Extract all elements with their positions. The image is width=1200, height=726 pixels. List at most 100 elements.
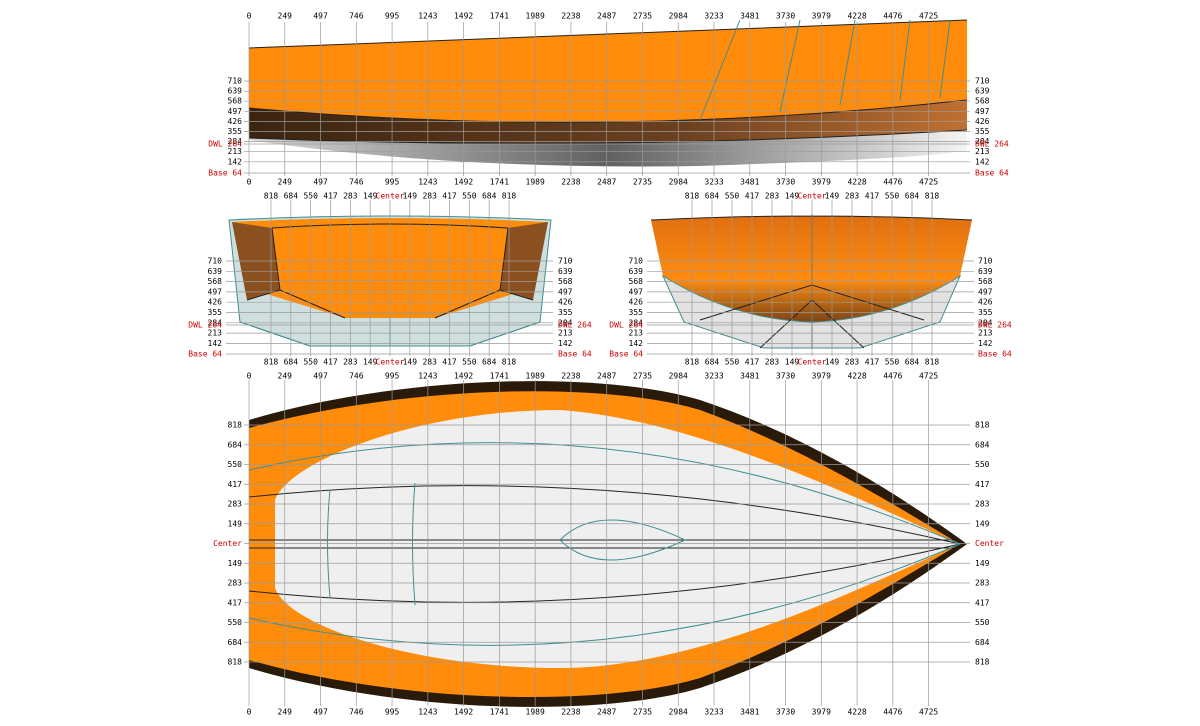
offset-label: 684: [284, 192, 299, 201]
height-label: 213: [228, 147, 243, 156]
offset-label: 283: [228, 500, 243, 509]
station-label: 3979: [812, 12, 831, 21]
station-label: 4476: [883, 708, 902, 717]
offset-label: 550: [885, 358, 900, 367]
offset-label: 684: [228, 440, 243, 449]
height-label: 639: [558, 267, 573, 276]
height-label: 710: [228, 77, 243, 86]
offset-label: 684: [705, 358, 720, 367]
station-label: 1492: [454, 178, 473, 187]
offset-label: 149: [228, 519, 243, 528]
base-label: Base 64: [558, 350, 592, 359]
station-label: 995: [385, 708, 400, 717]
height-label: 497: [228, 107, 243, 116]
station-label: 4228: [847, 12, 866, 21]
station-label: 746: [349, 372, 364, 381]
station-label: 1989: [526, 12, 545, 21]
height-label: 710: [975, 77, 990, 86]
offset-label: 550: [303, 358, 318, 367]
height-label: 142: [228, 157, 243, 166]
offset-label: 818: [685, 192, 700, 201]
station-label: 3979: [812, 372, 831, 381]
height-label: 639: [629, 267, 644, 276]
height-label: 355: [975, 127, 990, 136]
offset-label: 149: [785, 358, 800, 367]
dwl-label: DWL 264: [208, 140, 242, 149]
offset-label: 417: [975, 598, 990, 607]
height-label: 142: [975, 157, 990, 166]
base-label: Base 64: [978, 350, 1012, 359]
height-label: 213: [975, 147, 990, 156]
station-label: 1741: [490, 372, 509, 381]
offset-label: 417: [228, 480, 243, 489]
height-label: 426: [228, 117, 243, 126]
offset-label: Center: [376, 358, 405, 367]
dwl-label: DWL 264: [609, 321, 643, 330]
height-label: 426: [629, 298, 644, 307]
station-label: 4725: [919, 372, 938, 381]
station-label: 4228: [847, 178, 866, 187]
station-label: 2487: [597, 708, 616, 717]
station-label: 249: [278, 708, 293, 717]
station-label: 746: [349, 178, 364, 187]
station-label: 1989: [526, 708, 545, 717]
offset-label: 149: [403, 358, 418, 367]
offset-label: 417: [442, 192, 457, 201]
profile-view: [248, 19, 968, 167]
station-label: 497: [313, 708, 328, 717]
offset-label: 550: [462, 358, 477, 367]
base-label: Base 64: [208, 169, 242, 178]
height-label: 568: [629, 277, 644, 286]
offset-label: 417: [228, 598, 243, 607]
station-label: 3233: [704, 708, 723, 717]
offset-label: 283: [765, 192, 780, 201]
station-label: 3979: [812, 708, 831, 717]
offset-label: 149: [228, 559, 243, 568]
offset-label: 283: [845, 192, 860, 201]
station-label: 1989: [526, 178, 545, 187]
station-label: 1243: [418, 372, 437, 381]
height-label: 355: [208, 308, 223, 317]
station-label: 2735: [633, 708, 652, 717]
offset-label: 417: [745, 192, 760, 201]
station-label: 2984: [669, 178, 688, 187]
station-label: 2984: [669, 372, 688, 381]
station-label: 249: [278, 178, 293, 187]
station-label: 0: [247, 178, 252, 187]
offset-label: 684: [905, 192, 920, 201]
station-label: 2984: [669, 12, 688, 21]
station-label: 0: [247, 12, 252, 21]
height-label: 213: [208, 329, 223, 338]
height-label: 639: [228, 87, 243, 96]
height-label: 710: [978, 257, 993, 266]
offset-label: 417: [745, 358, 760, 367]
base-label: Base 64: [609, 350, 643, 359]
offset-label: 684: [228, 638, 243, 647]
station-label: 4228: [847, 708, 866, 717]
offset-label: 550: [725, 192, 740, 201]
station-label: 1243: [418, 178, 437, 187]
offset-label: 550: [462, 192, 477, 201]
offset-label: 818: [502, 192, 517, 201]
offset-label: 550: [885, 192, 900, 201]
offset-label: 283: [343, 192, 358, 201]
height-label: 426: [978, 298, 993, 307]
offset-label: 417: [323, 192, 338, 201]
station-label: 995: [385, 178, 400, 187]
station-label: 3979: [812, 178, 831, 187]
height-label: 213: [629, 329, 644, 338]
station-label: 1492: [454, 708, 473, 717]
offset-label: 149: [975, 559, 990, 568]
offset-label: 684: [975, 440, 990, 449]
height-label: 568: [558, 277, 573, 286]
offset-label: 818: [502, 358, 517, 367]
offset-label: 818: [228, 658, 243, 667]
offset-label: 818: [925, 358, 940, 367]
station-label: 3233: [704, 178, 723, 187]
height-label: 284: [208, 318, 223, 327]
station-label: 4228: [847, 372, 866, 381]
offset-label: 149: [403, 192, 418, 201]
height-label: 142: [978, 339, 993, 348]
offset-label: 283: [228, 579, 243, 588]
